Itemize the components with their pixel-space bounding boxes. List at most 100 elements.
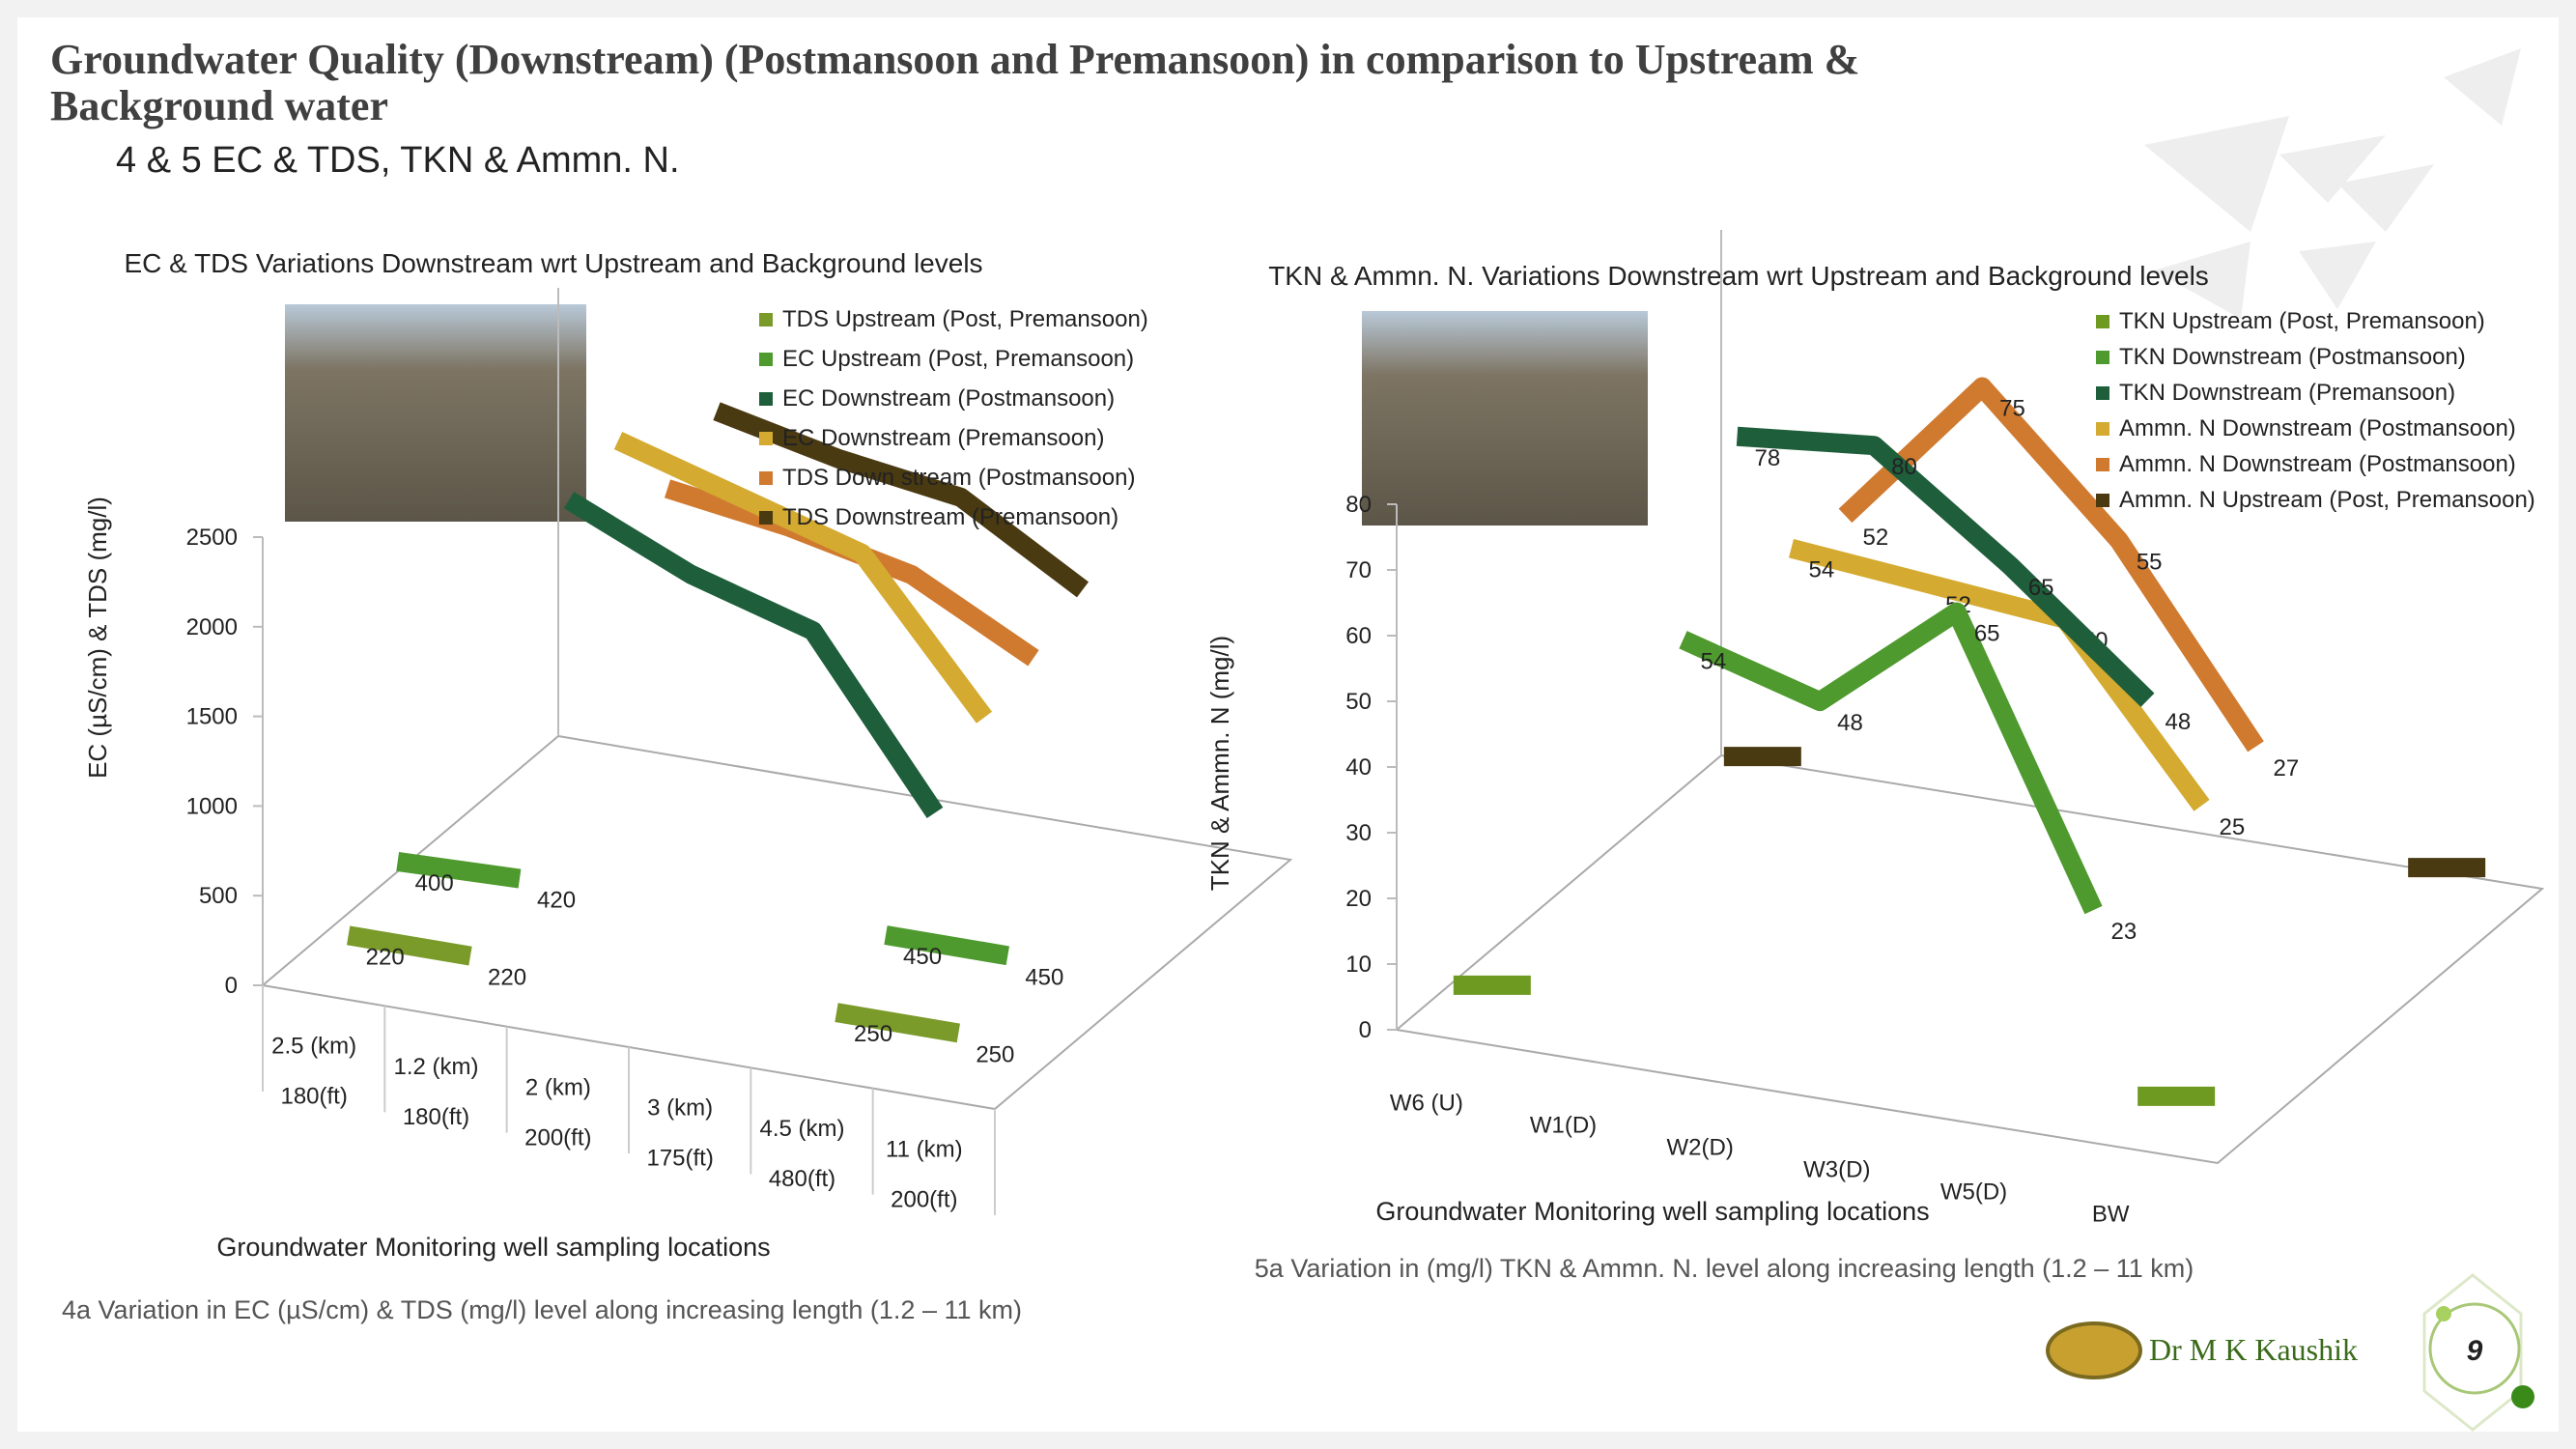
legend-label: TKN Downstream (Premansoon) [2119, 380, 2455, 406]
data-label: 450 [903, 944, 942, 970]
data-label: 23 [2111, 919, 2137, 945]
x-tick-sublabel: 175(ft) [646, 1146, 713, 1172]
logo [2046, 1321, 2142, 1379]
data-label: 25 [2220, 814, 2246, 840]
data-label: 55 [2137, 550, 2163, 576]
series-ribbon [396, 852, 522, 889]
page-badge [2422, 1273, 2523, 1432]
dot [2436, 1306, 2451, 1321]
data-label: 250 [854, 1021, 892, 1047]
x-tick-sublabel: 200(ft) [891, 1186, 957, 1212]
y-tick-label: 20 [1345, 886, 1372, 912]
data-label: 52 [1863, 525, 1889, 551]
data-label: 48 [2166, 709, 2192, 735]
legend-swatch [2096, 315, 2109, 328]
x-tick-sublabel: 480(ft) [769, 1166, 835, 1192]
legend-swatch [759, 511, 773, 525]
series-ribbon [347, 925, 472, 966]
photo [1362, 311, 1648, 526]
legend-label: TKN Downstream (Postmansoon) [2119, 344, 2466, 370]
data-label: 250 [976, 1041, 1014, 1067]
x-tick-sublabel: 180(ft) [280, 1084, 347, 1110]
x-tick-sublabel: 200(ft) [524, 1124, 591, 1151]
data-label: 400 [415, 870, 454, 896]
x-tick-label: W5(D) [1940, 1179, 2007, 1206]
y-tick-label: 0 [1359, 1017, 1372, 1043]
legend-swatch [2096, 386, 2109, 400]
y-tick-label: 1000 [186, 793, 238, 819]
y-tick-label: 50 [1345, 689, 1372, 715]
x-tick-label: 2 (km) [525, 1074, 591, 1100]
x-tick-label: 11 (km) [886, 1136, 963, 1162]
author: Dr M K Kaushik [2149, 1332, 2358, 1367]
y-tick-label: 70 [1345, 557, 1372, 583]
legend-swatch [759, 392, 773, 406]
x-tick-label: 2.5 (km) [271, 1034, 356, 1060]
data-label: 54 [1701, 648, 1727, 674]
data-label: 220 [488, 965, 526, 991]
x-tick-label: W2(D) [1667, 1135, 1734, 1161]
legend-label: Ammn. N Downstream (Postmansoon) [2119, 451, 2516, 477]
legend-swatch [759, 432, 773, 445]
y-tick-label: 30 [1345, 820, 1372, 846]
legend-label: EC Downstream (Postmansoon) [782, 385, 1115, 412]
x-tick-label: W6 (U) [1390, 1091, 1463, 1117]
legend-swatch [759, 353, 773, 366]
page-number: 9 [2467, 1335, 2483, 1367]
data-label: 48 [1837, 710, 1863, 736]
decoration [2144, 48, 2521, 319]
legend-swatch [2096, 458, 2109, 471]
legend-label: Ammn. N Downstream (Postmansoon) [2119, 415, 2516, 441]
data-label: 80 [1891, 454, 1917, 480]
chart-title: EC & TDS Variations Downstream wrt Upstr… [124, 248, 982, 278]
y-tick-label: 40 [1345, 754, 1372, 781]
x-axis-label: Groundwater Monitoring well sampling loc… [216, 1233, 770, 1262]
data-label: 450 [1025, 964, 1063, 990]
dot [2511, 1385, 2534, 1408]
legend-label: EC Upstream (Post, Premansoon) [782, 346, 1134, 372]
x-tick-sublabel: 180(ft) [403, 1104, 469, 1130]
x-tick-label: BW [2092, 1202, 2130, 1228]
data-label: 420 [537, 888, 576, 914]
x-tick-label: 1.2 (km) [393, 1054, 478, 1080]
data-label: 220 [366, 944, 405, 970]
data-label: 75 [1999, 396, 2025, 422]
series-ribbon [1788, 538, 2210, 811]
legend-label: Ammn. N Upstream (Post, Premansoon) [2119, 487, 2535, 513]
legend-label: TDS Downstream (Premansoon) [782, 504, 1118, 530]
series-ribbon [1679, 602, 2103, 915]
data-label: 65 [2028, 575, 2054, 601]
y-tick-label: 80 [1345, 492, 1372, 518]
legend-label: TKN Upstream (Post, Premansoon) [2119, 308, 2485, 334]
slide-title: Groundwater Quality (Downstream) (Postma… [50, 36, 1860, 129]
floor [1394, 753, 2545, 1165]
chart-title: TKN & Ammn. N. Variations Downstream wrt… [1268, 261, 2209, 291]
photo [285, 304, 586, 522]
legend-swatch [2096, 422, 2109, 436]
series-ribbon [1838, 377, 2264, 753]
y-tick-label: 60 [1345, 623, 1372, 649]
caption: 4a Variation in EC (µS/cm) & TDS (mg/l) … [62, 1295, 1022, 1324]
series-ribbon [884, 925, 1009, 966]
page-circle [2428, 1302, 2521, 1395]
x-tick-label: 4.5 (km) [759, 1116, 844, 1142]
y-tick-label: 1500 [186, 704, 238, 730]
y-tick-label: 500 [199, 883, 238, 909]
series-ribbon [563, 492, 944, 819]
series-ribbon [835, 1003, 960, 1043]
data-label: 65 [1974, 621, 2000, 647]
y-tick-label: 2000 [186, 614, 238, 640]
data-label: 27 [2274, 755, 2300, 781]
slide-subtitle: 4 & 5 EC & TDS, TKN & Ammn. N. [116, 140, 680, 181]
data-label: 78 [1755, 445, 1781, 471]
x-axis-label: Groundwater Monitoring well sampling loc… [1375, 1197, 1929, 1226]
legend-label: TDS Upstream (Post, Premansoon) [782, 306, 1148, 332]
x-tick-label: W1(D) [1530, 1113, 1597, 1139]
series-ribbon [1736, 426, 2155, 707]
y-tick-label: 0 [225, 973, 238, 999]
legend-label: TDS Down stream (Postmansoon) [782, 465, 1135, 491]
y-axis-label: TKN & Ammn. N (mg/l) [1205, 636, 1234, 891]
legend-swatch [2096, 351, 2109, 364]
y-axis-label: EC (µS/cm) & TDS (mg/l) [83, 497, 112, 779]
